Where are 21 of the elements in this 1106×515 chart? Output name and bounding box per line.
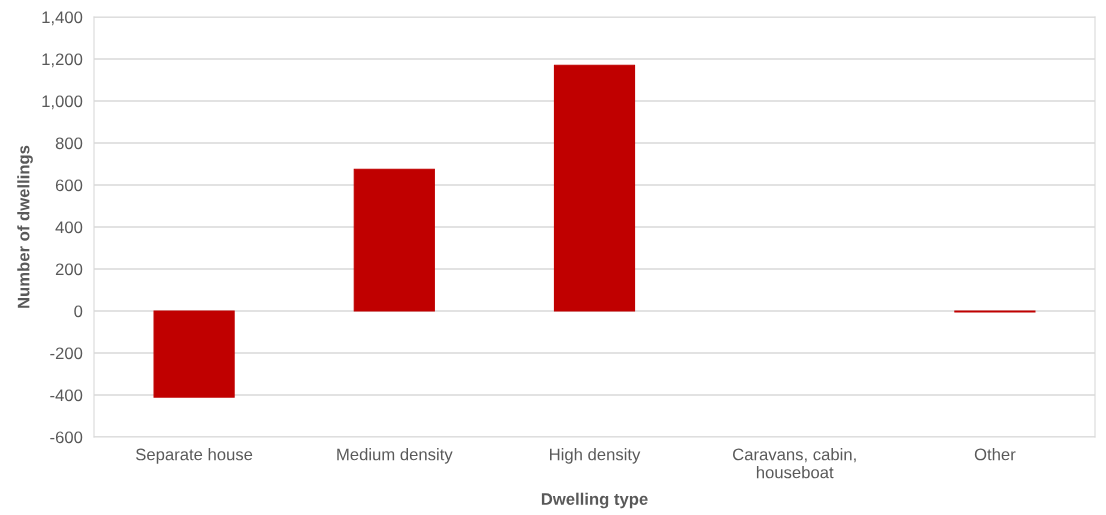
y-tick-label: 600 — [55, 179, 83, 192]
y-tick-label: -200 — [50, 347, 83, 360]
y-tick-label: 200 — [55, 263, 83, 276]
y-tick-label: 1,200 — [42, 53, 83, 68]
bar — [553, 64, 636, 312]
y-tick-label: 800 — [55, 137, 83, 150]
y-axis-title: Number of dwellings — [17, 145, 33, 308]
y-tick-label: -400 — [50, 389, 83, 402]
y-tick-label: 1,000 — [42, 95, 83, 110]
y-tick-label: 1,400 — [42, 11, 83, 26]
x-tick-label: Separate house — [136, 448, 253, 464]
y-tick-label: 0 — [74, 305, 83, 318]
x-tick-label: Caravans, cabin, houseboat — [733, 448, 856, 479]
x-tick-label: Medium density — [337, 448, 453, 464]
x-tick-label: Other — [974, 448, 1016, 461]
x-axis-title: Dwelling type — [541, 492, 648, 509]
y-tick-label: -600 — [50, 431, 83, 444]
bar — [353, 168, 435, 312]
y-tick-label: 400 — [55, 221, 83, 234]
x-tick-label: High density — [550, 448, 641, 464]
bar — [153, 310, 235, 398]
